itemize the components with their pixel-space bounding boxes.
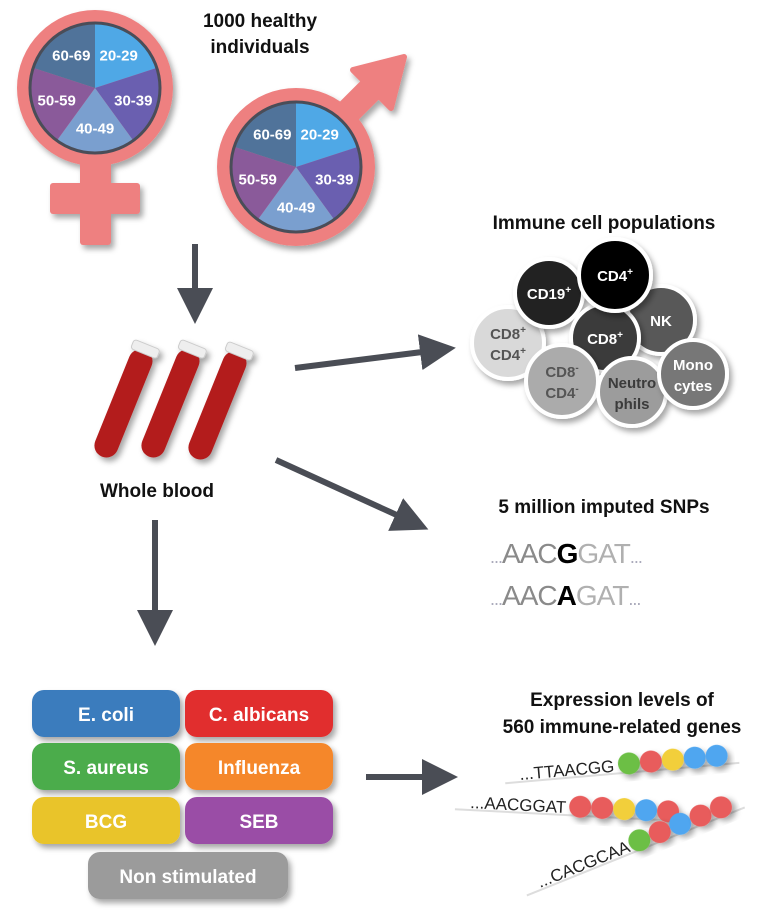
immune-cell-label: Mono — [673, 357, 713, 374]
svg-text:E. coli: E. coli — [78, 705, 134, 726]
expression-bead — [669, 812, 692, 835]
stimulus-seb: SEB — [185, 797, 333, 844]
immune-cell-label: CD19+ — [527, 285, 571, 303]
female-age-slice-label: 40-49 — [76, 120, 114, 137]
female-age-slice-label: 50-59 — [37, 92, 75, 109]
expression-bead — [689, 804, 712, 827]
svg-text:C. albicans: C. albicans — [209, 705, 309, 726]
female-age-slice-label: 60-69 — [52, 47, 90, 64]
expression-bead — [705, 744, 728, 767]
immune-cell: CD4+ — [577, 237, 653, 313]
gene-strand: ...AACGGAT — [454, 793, 690, 823]
expression-bead — [635, 799, 658, 822]
immune-cell-cluster: CD8+ CD4+ CD19+ NK CD8+ CD4+ CD8- CD4- Neutro phi… — [470, 237, 729, 428]
svg-text:Non stimulated: Non stimulated — [119, 867, 256, 888]
svg-text:SEB: SEB — [239, 812, 278, 833]
whole-blood-label: Whole blood — [100, 481, 214, 502]
expression-bead — [648, 821, 671, 844]
svg-text:...AACGGAT...: ...AACGGAT... — [490, 538, 642, 569]
expression-bead — [639, 750, 662, 773]
expression-title-line2: 560 immune-related genes — [503, 717, 742, 738]
immune-cell-label: phils — [614, 396, 649, 413]
male-age-slice-label: 50-59 — [238, 171, 276, 188]
stimuli-panel: E. coli C. albicans S. aureus Influenza BCG S… — [32, 690, 333, 899]
arrow-to-snps — [274, 457, 429, 531]
expression-bead — [683, 746, 706, 769]
female-age-slice-label: 20-29 — [100, 47, 138, 64]
immune-cell-label: CD8- — [545, 363, 578, 381]
male-age-slice-label: 30-39 — [315, 171, 353, 188]
svg-text:BCG: BCG — [85, 812, 127, 833]
female-age-slice — [95, 23, 157, 88]
stimulus-e-coli: E. coli — [32, 690, 180, 737]
male-age-slice-label: 40-49 — [277, 199, 315, 216]
immune-cell-label: NK — [650, 313, 672, 330]
stimulus-c-albicans: C. albicans — [185, 690, 333, 737]
cohort-title: 1000 healthy individuals — [203, 11, 317, 58]
arrow-to-cells — [294, 334, 456, 371]
snp-sequence-1: ...AACGGAT... — [490, 538, 643, 569]
expression-title-line1: Expression levels of — [530, 690, 714, 711]
immune-cell-label: cytes — [674, 378, 712, 395]
male-age-slice-label: 60-69 — [253, 126, 291, 143]
svg-text:...CACGCAA: ...CACGCAA — [534, 837, 633, 892]
male-age-slice — [296, 102, 358, 167]
immune-cell: NK — [625, 284, 697, 356]
snp-sequence-2: ...AACAGAT... — [490, 580, 641, 611]
svg-text:...AACAGAT...: ...AACAGAT... — [490, 580, 640, 611]
immune-cell: CD8+ CD4+ — [470, 305, 546, 381]
svg-text:...TTAACGG: ...TTAACGG — [519, 757, 615, 784]
svg-text:1000 healthy: 1000 healthy — [203, 11, 317, 32]
expression-bead — [617, 752, 640, 775]
stimulus-s-aureus: S. aureus — [32, 743, 180, 790]
svg-text:...AACGGAT: ...AACGGAT — [470, 793, 567, 817]
expression-bead — [569, 795, 592, 818]
immune-cell-label: CD8+ — [587, 330, 623, 348]
female-age-slice — [33, 23, 95, 88]
expression-bead — [709, 796, 732, 819]
immune-cell-label: CD4- — [545, 384, 578, 402]
female-age-slice-label: 30-39 — [114, 92, 152, 109]
immune-cell-label: CD8+ — [490, 325, 526, 343]
stimulus-bcg: BCG — [32, 797, 180, 844]
immune-cell-label: CD4+ — [490, 346, 526, 364]
blood-tubes-icon — [94, 339, 254, 460]
svg-text:S. aureus: S. aureus — [63, 758, 149, 779]
stimulus-non-stimulated: Non stimulated — [88, 852, 288, 899]
gene-strand: ...TTAACGG — [505, 744, 740, 785]
stimulus-influenza: Influenza — [185, 743, 333, 790]
male-age-slice — [296, 146, 361, 220]
snps-title: 5 million imputed SNPs — [498, 497, 709, 518]
female-age-slice — [95, 67, 161, 141]
female-age-slice — [56, 88, 134, 153]
immune-cell: CD8- CD4- — [524, 343, 600, 419]
expression-bead — [613, 798, 636, 821]
expression-bead — [591, 796, 614, 819]
svg-text:Influenza: Influenza — [218, 758, 301, 779]
female-age-slice — [29, 67, 95, 141]
gene-expression-strands: ...TTAACGG ...AACGGAT ...CACGCAA — [454, 744, 746, 897]
immune-cells-title: Immune cell populations — [493, 213, 716, 234]
immune-cell-label: CD4+ — [597, 267, 633, 285]
male-age-slice-label: 20-29 — [301, 126, 339, 143]
male-age-slice — [257, 167, 335, 233]
svg-text:individuals: individuals — [210, 37, 309, 58]
immune-cell: Mono cytes — [657, 338, 729, 410]
immune-cell: CD19+ — [513, 257, 585, 329]
male-age-slice — [234, 102, 296, 167]
immune-cell-label: Neutro — [608, 375, 656, 392]
expression-bead — [661, 748, 684, 771]
expression-bead — [628, 829, 651, 852]
male-age-slice — [230, 146, 296, 220]
immune-cell: Neutro phils — [596, 356, 668, 428]
